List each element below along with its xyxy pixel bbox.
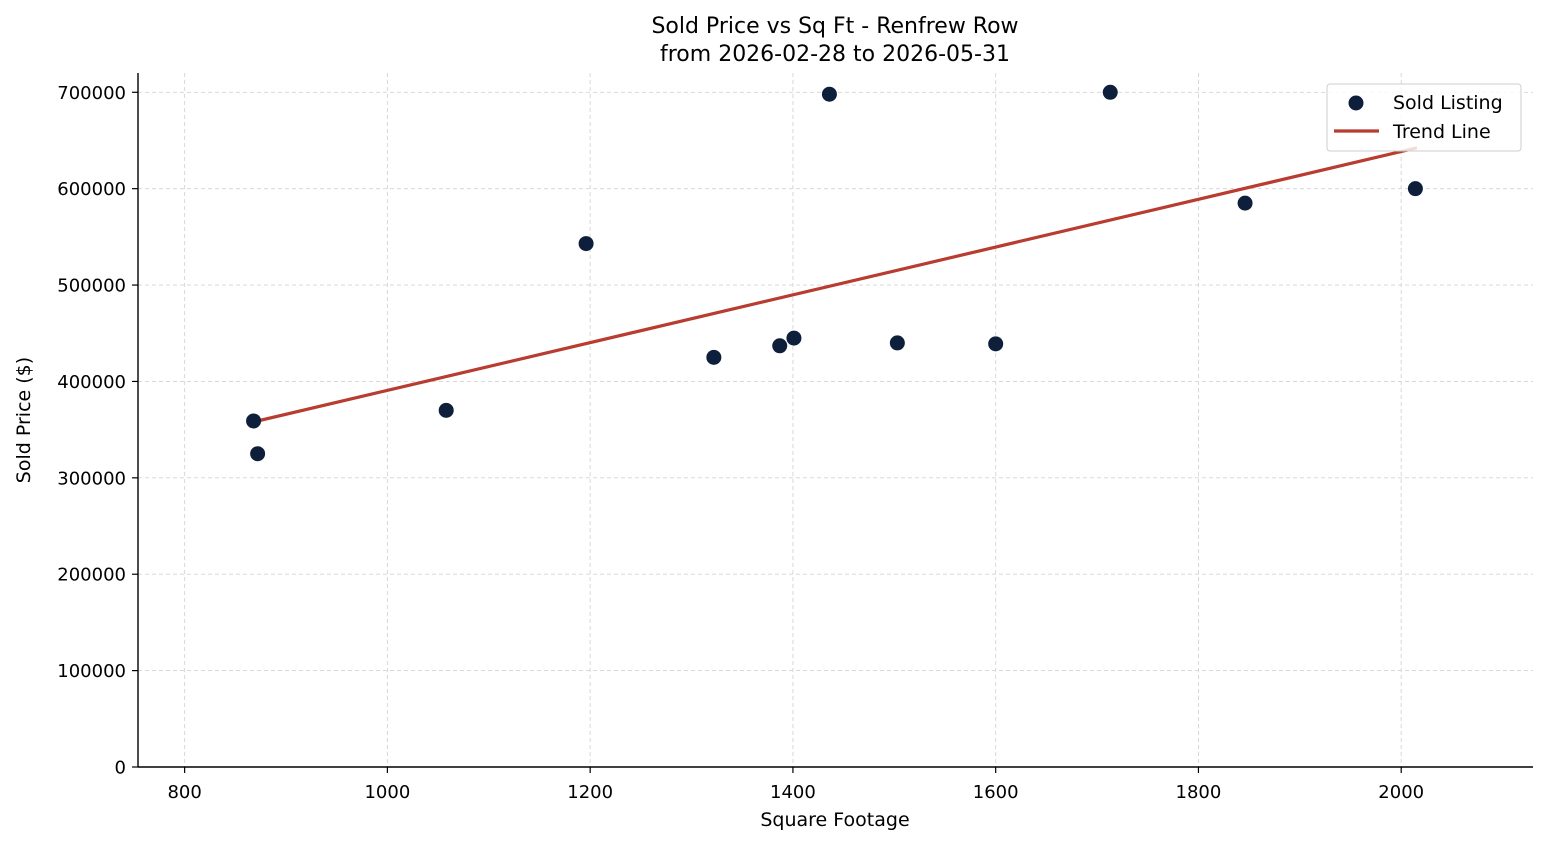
y-tick-label: 300000: [57, 468, 126, 489]
data-point: [1102, 84, 1118, 100]
y-tick-label: 600000: [57, 179, 126, 200]
x-tick-label: 1000: [364, 782, 410, 803]
y-tick-label: 0: [115, 758, 126, 779]
x-tick-label: 800: [167, 782, 201, 803]
y-tick-label: 400000: [57, 372, 126, 393]
y-tick-label: 200000: [57, 565, 126, 586]
x-tick-label: 1400: [770, 782, 816, 803]
data-point: [246, 413, 262, 429]
data-point: [706, 349, 722, 365]
chart-title: Sold Price vs Sq Ft - Renfrew Row: [651, 14, 1018, 39]
x-axis-label: Square Footage: [760, 809, 909, 831]
data-point: [772, 338, 788, 354]
chart-subtitle: from 2026-02-28 to 2026-05-31: [660, 42, 1010, 67]
x-tick-label: 1600: [973, 782, 1019, 803]
data-point: [1237, 195, 1253, 211]
legend: Sold Listing Trend Line: [1326, 83, 1522, 152]
data-point: [786, 330, 802, 346]
data-point: [438, 402, 454, 418]
y-axis-label: Sold Price ($): [13, 357, 35, 483]
data-point: [988, 336, 1004, 352]
x-tick-label: 1800: [1176, 782, 1222, 803]
legend-box: [1326, 83, 1522, 152]
grid-lines: [138, 73, 1533, 767]
data-point: [578, 236, 594, 252]
data-point: [250, 446, 266, 462]
scatter-points: [246, 84, 1423, 462]
data-point: [821, 86, 837, 102]
legend-label-sold-listing: Sold Listing: [1393, 92, 1503, 114]
trend-line-layer: [251, 146, 1418, 424]
trend-line: [251, 146, 1418, 424]
y-tick-label: 700000: [57, 83, 126, 104]
x-axis-ticks: 800 1000 1200 1400 1600 1800 2000: [167, 767, 1424, 803]
x-tick-label: 2000: [1378, 782, 1424, 803]
y-tick-label: 100000: [57, 661, 126, 682]
legend-label-trend-line: Trend Line: [1392, 121, 1491, 143]
y-tick-label: 500000: [57, 276, 126, 297]
legend-marker-sold-listing: [1348, 95, 1364, 111]
data-point: [1407, 181, 1423, 197]
x-tick-label: 1200: [567, 782, 613, 803]
y-axis-ticks: 0 100000 200000 300000 400000 500000 600000 700…: [57, 83, 138, 779]
data-point: [889, 335, 905, 351]
